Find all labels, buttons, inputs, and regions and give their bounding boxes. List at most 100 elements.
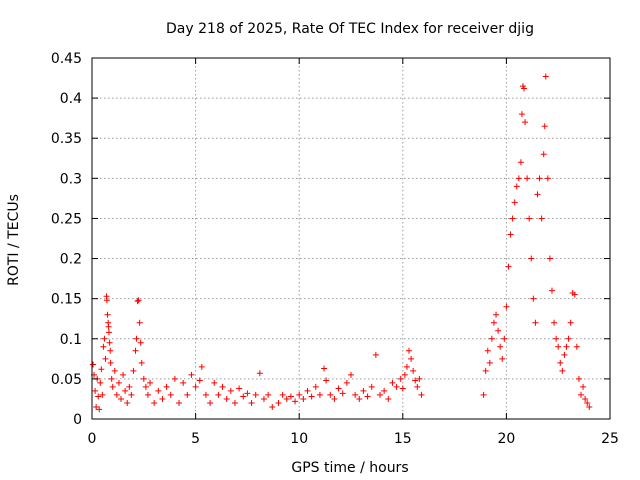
data-point [96,406,103,413]
x-tick-label: 20 [497,431,515,447]
data-point [231,399,238,406]
data-point [118,395,125,402]
data-point [493,311,500,318]
data-point [304,387,311,394]
data-point [133,335,140,342]
data-point [98,366,105,373]
data-point [312,383,319,390]
data-point [130,367,137,374]
data-point [518,111,525,118]
data-point [372,351,379,358]
y-tick-label: 0 [73,412,82,428]
data-point [567,319,574,326]
grid [92,58,610,419]
data-point [184,391,191,398]
data-point [252,391,259,398]
data-point [412,377,419,384]
data-point [108,375,115,382]
data-point [573,343,580,350]
data-point [316,391,323,398]
data-point [343,379,350,386]
data-point [348,371,354,378]
x-ticks: 0 5 10 15 20 25 [88,58,619,447]
data-point [122,387,129,394]
data-point [159,395,166,402]
data-point [544,175,551,182]
data-point [134,298,141,305]
data-point [211,379,218,386]
x-tick: 5 [191,58,200,447]
data-point [534,191,541,198]
data-point [93,403,100,410]
data-point [406,347,413,354]
data-point [102,355,109,362]
data-point [389,379,396,386]
data-point [167,391,174,398]
data-point [128,391,135,398]
x-tick-label: 15 [394,431,412,447]
data-point [219,383,226,390]
x-axis-label: GPS time / hours [291,460,408,476]
data-point [115,379,122,386]
data-point [236,385,243,392]
data-point [155,387,162,394]
data-point [495,327,502,334]
data-point [144,391,151,398]
y-tick: 0.05 [51,372,610,388]
data-point [269,403,276,410]
data-point [107,359,114,366]
data-point [321,365,328,372]
data-point [240,393,247,400]
data-point [126,383,133,390]
x-tick: 10 [290,58,308,447]
data-point [106,339,113,346]
data-point [308,393,315,400]
data-point [480,391,487,398]
data-point [124,399,131,406]
y-tick-label: 0.35 [51,131,82,147]
data-point [248,399,255,406]
data-point [97,379,104,386]
y-axis-label: ROTI / TECUs [6,194,22,286]
data-point [107,347,114,354]
data-point [490,319,497,326]
x-tick-label: 0 [88,431,97,447]
data-point [101,335,108,342]
y-tick-label: 0.3 [60,171,82,187]
data-point [137,339,144,346]
data-point [575,375,582,382]
data-point [132,347,139,354]
y-tick: 0 [73,412,610,428]
data-point [538,215,545,222]
data-point [586,403,593,410]
data-point [521,85,528,92]
data-point [536,175,543,182]
data-point [171,375,178,382]
data-point [541,123,548,130]
y-tick-label: 0.2 [60,252,82,268]
y-tick: 0.1 [60,332,610,348]
points-layer [90,73,593,413]
data-point [524,175,531,182]
data-point [488,335,495,342]
data-point [553,335,560,342]
data-point [501,335,508,342]
x-tick: 25 [601,58,619,447]
data-point [331,395,338,402]
data-point [486,359,493,366]
data-point [551,319,558,326]
data-point [335,385,342,392]
data-point [513,183,520,190]
x-tick: 20 [497,58,515,447]
data-point [526,215,533,222]
data-point [482,367,489,374]
data-point [403,363,410,370]
data-point [540,151,547,158]
data-point [397,375,404,382]
data-point [283,395,290,402]
y-tick-label: 0.05 [51,372,82,388]
data-point [136,319,143,326]
data-point [571,291,578,298]
y-ticks: 0 0.05 0.1 0.15 0.2 0.25 0.3 0.35 0.4 0.45 [51,51,610,428]
